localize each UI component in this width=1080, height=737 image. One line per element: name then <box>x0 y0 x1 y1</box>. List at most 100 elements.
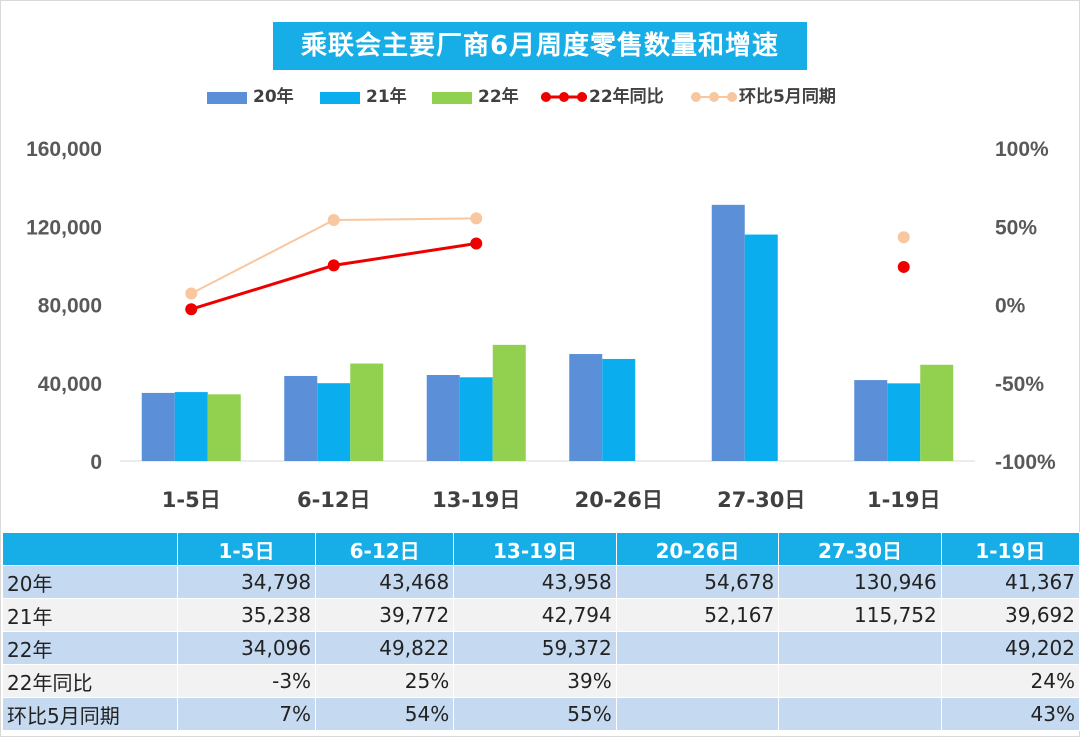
table-cell: 39,692 <box>940 598 1080 632</box>
table-cell: 43,958 <box>453 565 617 599</box>
table-cell: 49,202 <box>940 631 1080 665</box>
bar-21年 <box>317 383 351 461</box>
y-left-tick-label: 0 <box>90 451 102 474</box>
legend-swatch-22 <box>432 92 472 104</box>
legend-item-21: 21年 <box>320 84 410 110</box>
table-header-cell: 20-26日 <box>615 532 780 566</box>
table-cell: 39,772 <box>315 598 455 632</box>
point-22年同比 <box>185 303 198 316</box>
bar-20年 <box>141 392 175 461</box>
legend-label-21: 21年 <box>366 87 407 107</box>
bar-22年 <box>920 364 954 461</box>
table-row: 20年 34,798 43,468 43,958 54,678 130,946 … <box>2 565 1080 599</box>
bar-20年 <box>854 380 888 461</box>
bar-22年 <box>350 363 384 461</box>
bar-22年 <box>207 394 241 461</box>
table-header-cell: 13-19日 <box>453 532 617 566</box>
table-cell: 55% <box>453 697 617 731</box>
y-left-tick-label: 80,000 <box>38 295 102 318</box>
x-tick-label: 1-5日 <box>162 488 221 512</box>
table-cell: 24% <box>940 664 1080 698</box>
x-tick-label: 1-19日 <box>867 488 941 512</box>
x-tick-label: 20-26日 <box>575 488 663 512</box>
point-环比5月同期 <box>897 231 910 244</box>
chart-title: 乘联会主要厂商6月周度零售数量和增速 <box>273 22 807 70</box>
bar-21年 <box>744 234 778 461</box>
table-cell <box>615 697 780 731</box>
legend-label-22: 22年 <box>478 87 519 107</box>
bar-21年 <box>887 383 921 461</box>
legend-item-20: 20年 <box>207 84 297 110</box>
y-left-tick-label: 40,000 <box>38 373 102 396</box>
point-22年同比 <box>470 237 483 250</box>
y-right-tick-label: -100% <box>995 451 1056 474</box>
bar-20年 <box>711 204 745 461</box>
table-header-cell: 1-5日 <box>176 532 317 566</box>
table-cell: -3% <box>176 664 317 698</box>
table-cell: 130,946 <box>778 565 942 599</box>
table-header-cell: 6-12日 <box>315 532 455 566</box>
legend-item-mom: 环比5月同期 <box>689 84 859 110</box>
table-cell: 59,372 <box>453 631 617 665</box>
y-right-tick-label: 0% <box>995 295 1026 318</box>
point-环比5月同期 <box>185 287 198 300</box>
table-row-label: 22年同比 <box>2 664 178 698</box>
table-cell <box>778 664 942 698</box>
table-cell: 39% <box>453 664 617 698</box>
table-row: 22年 34,096 49,822 59,372 49,202 <box>2 631 1080 665</box>
table-row: 环比5月同期 7% 54% 55% 43% <box>2 697 1080 731</box>
table-cell: 54% <box>315 697 455 731</box>
table-cell: 41,367 <box>940 565 1080 599</box>
y-left-tick-label: 160,000 <box>26 138 102 161</box>
bar-20年 <box>569 354 603 461</box>
data-table: 1-5日 6-12日 13-19日 20-26日 27-30日 1-19日 20… <box>2 532 1080 731</box>
table-cell: 54,678 <box>615 565 780 599</box>
table-cell: 43% <box>940 697 1080 731</box>
bar-21年 <box>602 358 636 461</box>
bar-22年 <box>492 344 526 461</box>
table-cell: 42,794 <box>453 598 617 632</box>
table-cell: 7% <box>176 697 317 731</box>
y-right-tick-label: 100% <box>995 138 1049 161</box>
table-header: 1-5日 6-12日 13-19日 20-26日 27-30日 1-19日 <box>2 532 1080 566</box>
legend-swatch-21 <box>320 92 360 104</box>
table-cell: 49,822 <box>315 631 455 665</box>
legend: 20年 21年 22年 22年同比 环比5月同期 <box>0 84 1080 110</box>
table-cell <box>778 697 942 731</box>
x-tick-label: 6-12日 <box>297 488 371 512</box>
x-tick-label: 27-30日 <box>717 488 805 512</box>
table-cell: 43,468 <box>315 565 455 599</box>
bar-20年 <box>426 375 460 461</box>
table-cell <box>615 664 780 698</box>
y-left-tick-label: 120,000 <box>26 216 102 239</box>
table-cell: 115,752 <box>778 598 942 632</box>
table-cell <box>615 631 780 665</box>
legend-item-22: 22年 <box>432 84 522 110</box>
table-cell: 34,798 <box>176 565 317 599</box>
y-right-tick-label: 50% <box>995 216 1037 239</box>
table-row: 22年同比 -3% 25% 39% 24% <box>2 664 1080 698</box>
line-环比5月同期 <box>190 217 477 295</box>
line-22年同比 <box>190 241 477 311</box>
table-row-label: 22年 <box>2 631 178 665</box>
table-header-cell: 27-30日 <box>778 532 942 566</box>
table-cell: 25% <box>315 664 455 698</box>
x-tick-label: 13-19日 <box>432 488 520 512</box>
point-22年同比 <box>897 260 910 273</box>
table-row-label: 21年 <box>2 598 178 632</box>
chart-plot: 0 40,000 80,000 120,000 160,000 -100% -50% 0% 50… <box>26 138 1056 512</box>
table-row-label: 20年 <box>2 565 178 599</box>
table-cell: 34,096 <box>176 631 317 665</box>
table-cell: 52,167 <box>615 598 780 632</box>
legend-label-mom: 环比5月同期 <box>739 87 836 107</box>
legend-marker-mom <box>691 92 737 102</box>
legend-label-20: 20年 <box>253 87 294 107</box>
bar-21年 <box>174 392 208 461</box>
legend-item-yoy: 22年同比 <box>539 84 679 110</box>
table-row-label: 环比5月同期 <box>2 697 178 731</box>
table-cell <box>778 631 942 665</box>
table-row: 21年 35,238 39,772 42,794 52,167 115,752 … <box>2 598 1080 632</box>
point-22年同比 <box>327 259 340 272</box>
table-header-cell: 1-19日 <box>940 532 1080 566</box>
table-header-row: 1-5日 6-12日 13-19日 20-26日 27-30日 1-19日 <box>2 532 1080 566</box>
